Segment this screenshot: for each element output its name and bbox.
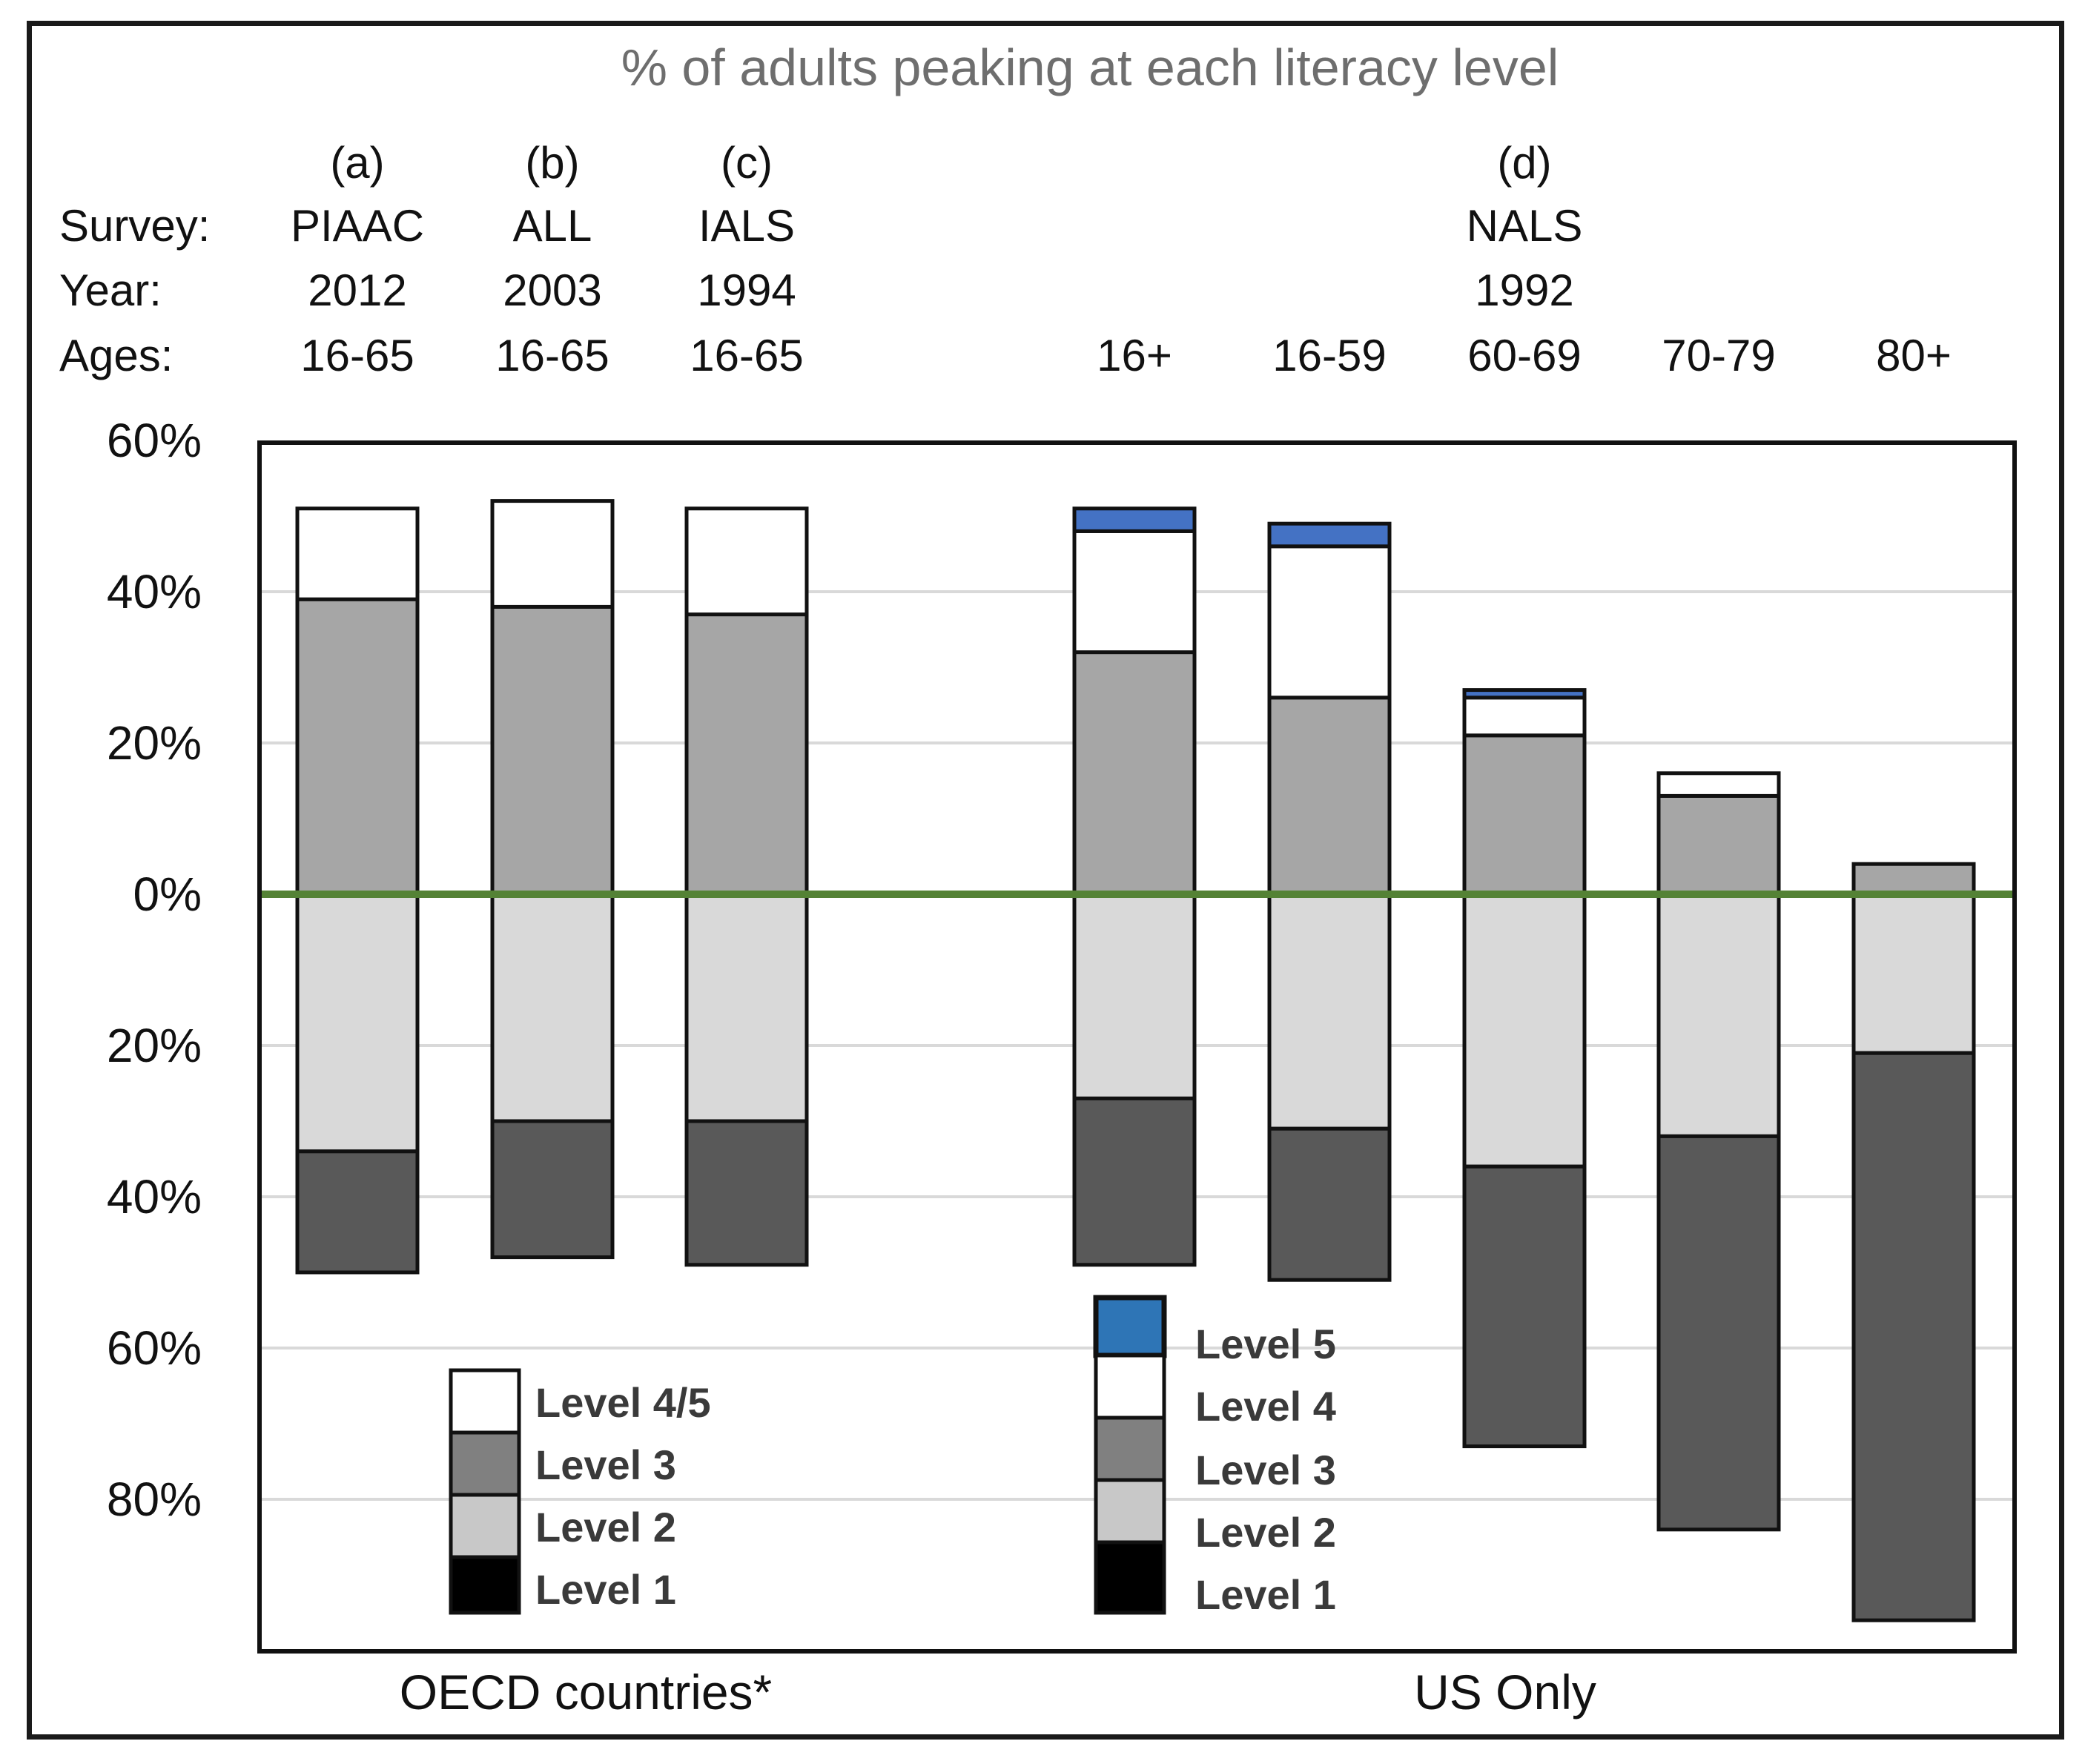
bar-segment-level-3 [1267,696,1392,896]
header-survey: ALL [513,201,592,251]
bar-segment-level-3 [1851,862,1976,896]
legend-swatch-level-5 [1093,1295,1167,1358]
header-ages: 16-65 [300,331,414,380]
header-letter: (a) [330,138,384,188]
bar-segment-level-4 [684,506,809,617]
y-tick-label: 60% [107,1321,202,1375]
header-ages: 70-79 [1662,331,1775,380]
bars [295,499,1976,1622]
legend-swatch-level-4 [1094,1353,1166,1420]
bar-segment-level-3 [1462,733,1587,896]
bar-segment-level-5 [1462,688,1587,700]
bar-segment-level-3 [295,597,420,896]
header-letter: (b) [525,138,579,188]
legend-oecd: Level 4/5 Level 3 Level 2 Level 1 [449,1368,711,1615]
bar-segment-level-3 [1072,650,1197,896]
bar-segment-level-1 [295,1149,420,1275]
figure-frame [27,21,2064,1740]
group-label-us: US Only [1414,1665,1596,1720]
bar-segment-level-4 [490,499,615,609]
header-survey-label: Survey: [59,201,210,251]
bar-segment-level-4 [1462,696,1587,738]
legend-label-level-1: Level 1 [1195,1571,1336,1618]
y-tick-label: 80% [107,1473,202,1526]
bar-segment-level-4 [1072,529,1197,655]
y-tick-label: 20% [107,716,202,770]
header-ages-label: Ages: [59,331,173,380]
bar-segment-level-2 [684,892,809,1123]
header-year: 2003 [503,265,601,315]
bar-segment-level-4 [295,506,420,601]
bar-segment-level-3 [684,612,809,896]
legend-label-level-2: Level 2 [1195,1509,1336,1556]
bar-segment-level-3 [490,604,615,896]
legend-label-level-3: Level 3 [1195,1447,1336,1493]
bar-segment-level-2 [1462,892,1587,1169]
header-ages: 80+ [1876,331,1952,380]
legend-label-level-4-5: Level 4/5 [535,1379,711,1426]
legend-swatch-level-3 [449,1430,521,1497]
header-ages: 60-69 [1467,331,1581,380]
y-tick-label: 20% [107,1019,202,1072]
bar-segment-level-1 [1462,1164,1587,1449]
bar-segment-level-1 [1267,1126,1392,1282]
bar-segment-level-5 [1072,506,1197,533]
legend-swatch-level-1 [449,1555,521,1615]
bar-segment-level-2 [295,892,420,1154]
bar-segment-level-1 [1851,1051,1976,1622]
legend-label-level-1: Level 1 [535,1566,676,1613]
header-ages: 16-59 [1272,331,1386,380]
header-ages: 16+ [1097,331,1172,380]
chart-title: % of adults peaking at each literacy lev… [621,39,1559,96]
header-year: 2012 [308,265,406,315]
y-tick-label: 40% [107,565,202,618]
header-ages: 16-65 [690,331,803,380]
bar-segment-level-2 [1656,892,1781,1138]
bar-segment-level-2 [1267,892,1392,1131]
column-headers: (a) PIAAC 2012 16-65 (b) ALL 2003 16-65 (c) IALS 1… [291,138,1952,380]
header-survey: NALS [1467,201,1583,251]
group-label-oecd: OECD countries* [400,1665,773,1720]
header-ages: 16-65 [495,331,609,380]
plot-border [257,440,2017,1654]
bar-segment-level-3 [1656,793,1781,896]
header-year: 1994 [697,265,796,315]
y-axis-ticks: 60% 40% 20% 0% 20% 40% 60% 80% [107,414,202,1526]
legend-swatch-level-2 [1094,1478,1166,1545]
bar-segment-level-2 [1072,892,1197,1100]
bar-segment-level-1 [1072,1096,1197,1267]
legend-swatch-level-3 [1094,1416,1166,1482]
legend-swatch-level-2 [449,1493,521,1559]
y-tick-label: 40% [107,1170,202,1223]
header-letter: (d) [1497,138,1551,188]
header-year-label: Year: [59,265,162,315]
header-year: 1992 [1475,265,1573,315]
header-survey: PIAAC [291,201,424,251]
legend-us: Level 5 Level 4 Level 3 Level 2 Level 1 [1093,1295,1336,1618]
legend-swatch-level-1 [1094,1540,1166,1615]
legend-swatch-level-4-5 [449,1368,521,1435]
bar-segment-level-1 [684,1119,809,1267]
y-tick-label: 60% [107,414,202,467]
bar-segment-level-1 [490,1119,615,1260]
y-tick-label: 0% [133,868,202,921]
legend-label-level-4: Level 4 [1195,1383,1336,1430]
bar-segment-level-4 [1656,771,1781,798]
bar-segment-level-2 [490,892,615,1123]
legend-label-level-5: Level 5 [1195,1321,1336,1367]
header-letter: (c) [721,138,773,188]
bar-segment-level-1 [1656,1134,1781,1532]
bar-segment-level-5 [1267,521,1392,549]
legend-label-level-3: Level 3 [535,1441,676,1488]
bar-segment-level-4 [1267,544,1392,700]
legend-label-level-2: Level 2 [535,1504,676,1550]
header-survey: IALS [698,201,795,251]
bar-segment-level-2 [1851,892,1976,1055]
